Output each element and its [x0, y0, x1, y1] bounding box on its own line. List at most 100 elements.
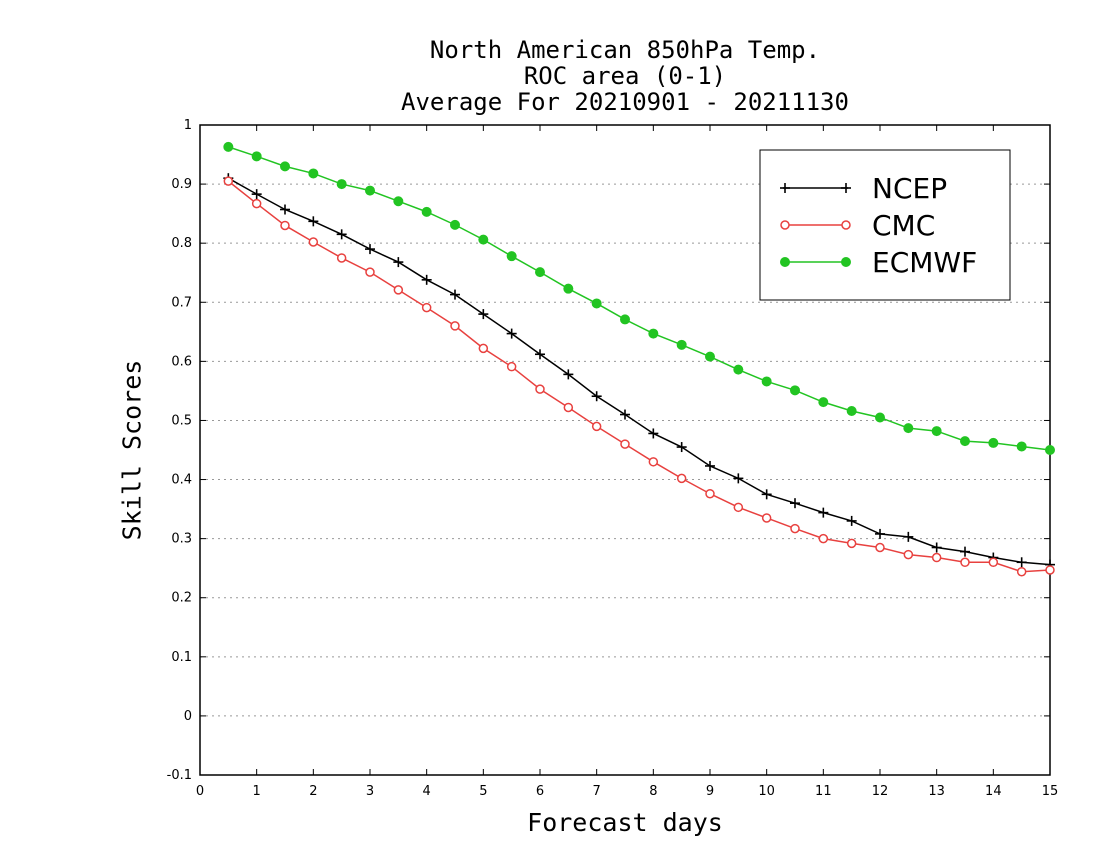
data-point-ecmwf [1016, 441, 1027, 452]
data-point-ecmwf [903, 423, 914, 434]
data-point-ncep [705, 460, 715, 471]
data-point-ncep [421, 274, 432, 285]
x-tick-label: 13 [928, 784, 945, 799]
data-point-ncep [875, 528, 885, 539]
series-line-ncep [227, 177, 1051, 566]
data-point-ncep [648, 428, 659, 439]
data-point-ecmwf [988, 437, 999, 448]
data-point-ncep [1016, 557, 1027, 568]
series-layer [223, 141, 1055, 577]
data-point-ncep [308, 216, 319, 227]
data-point-cmc [846, 538, 857, 549]
data-point-cmc [251, 198, 262, 209]
data-point-ncep [676, 442, 687, 453]
data-point-ncep [478, 309, 489, 320]
series-cmc [223, 176, 1055, 577]
data-point-cmc [393, 285, 404, 295]
data-point-cmc [1016, 566, 1027, 577]
data-point-cmc [308, 237, 319, 247]
data-point-ecmwf [761, 376, 772, 387]
data-point-ecmwf [790, 385, 800, 396]
data-point-ncep [960, 546, 970, 557]
x-tick-label: 6 [536, 784, 544, 799]
data-point-ecmwf [506, 251, 517, 262]
data-point-ncep [251, 189, 262, 200]
data-point-cmc [336, 253, 347, 263]
data-point-cmc [506, 361, 517, 372]
legend-item-cmc: CMC [780, 209, 935, 242]
data-point-ecmwf [960, 436, 970, 447]
data-point-ecmwf [308, 168, 319, 179]
legend-marker-ncep [841, 183, 851, 193]
chart-title-line-1: North American 850hPa Temp. [429, 36, 821, 64]
data-point-ecmwf [563, 283, 574, 294]
legend-label-cmc: CMC [872, 209, 935, 242]
y-axis-label: Skill Scores [117, 359, 147, 541]
data-point-ecmwf [336, 179, 347, 190]
data-point-cmc [365, 267, 375, 277]
data-point-cmc [620, 439, 630, 449]
legend-label-ncep: NCEP [872, 172, 947, 205]
axis-ticks: -0.100.10.20.30.40.50.60.70.80.910 1 2 3 4 5 6… [167, 118, 1059, 799]
y-tick-label: 0.2 [171, 591, 192, 606]
series-ecmwf [223, 141, 1055, 455]
data-point-ecmwf [676, 339, 687, 350]
data-point-ecmwf [733, 364, 744, 375]
data-point-ecmwf [393, 196, 404, 207]
x-tick-label: 9 [706, 784, 714, 799]
data-point-ncep [450, 289, 460, 300]
data-point-ecmwf [705, 351, 715, 362]
data-point-ecmwf [591, 298, 602, 309]
x-tick-label: 0 [196, 784, 204, 799]
legend-label-ecmwf: ECMWF [872, 246, 977, 279]
data-point-cmc [648, 457, 659, 467]
data-point-ncep [903, 531, 914, 542]
y-tick-label: -0.1 [167, 768, 192, 783]
chart-title-line-2: ROC area (0-1) [523, 62, 727, 90]
data-point-cmc [875, 542, 885, 553]
y-tick-label: 0 [184, 709, 192, 724]
legend-marker-ecmwf [780, 257, 790, 267]
data-point-ecmwf [875, 412, 885, 423]
data-point-ncep [733, 473, 744, 484]
data-point-cmc [988, 557, 999, 568]
legend-marker-ecmwf [841, 257, 851, 267]
y-tick-label: 0.9 [171, 177, 192, 192]
data-point-ncep [563, 369, 574, 380]
data-point-ncep [365, 244, 375, 255]
data-point-cmc [421, 302, 432, 313]
data-point-ecmwf [620, 314, 630, 325]
legend-box [759, 149, 1011, 301]
data-point-ecmwf [535, 267, 545, 278]
x-tick-label: 15 [1042, 784, 1059, 799]
data-point-cmc [535, 384, 545, 394]
x-tick-label: 10 [758, 784, 775, 799]
data-point-cmc [931, 552, 942, 563]
data-point-cmc [591, 421, 602, 432]
legend-marker-cmc [780, 220, 790, 230]
data-point-cmc [280, 220, 290, 231]
data-point-cmc [705, 488, 715, 499]
data-point-ncep [591, 391, 602, 402]
data-point-cmc [223, 176, 234, 186]
data-point-ecmwf [223, 141, 234, 152]
x-tick-label: 3 [366, 784, 374, 799]
x-tick-label: 14 [985, 784, 1002, 799]
chart-title-line-3: Average For 20210901 - 20211130 [401, 88, 849, 116]
legend-item-ecmwf: ECMWF [780, 246, 977, 279]
data-point-ncep [846, 515, 857, 526]
x-tick-label: 8 [649, 784, 657, 799]
data-point-ncep [790, 498, 800, 509]
data-point-cmc [903, 549, 914, 560]
y-tick-label: 0.7 [171, 295, 192, 310]
y-tick-label: 0.6 [171, 354, 192, 369]
data-point-cmc [790, 523, 800, 534]
data-point-cmc [676, 473, 687, 484]
data-point-ncep [761, 489, 772, 500]
legend: NCEP CMC ECMWF [759, 149, 1011, 301]
data-point-cmc [733, 502, 744, 513]
y-tick-label: 1 [184, 118, 192, 133]
data-point-ncep [620, 409, 630, 420]
data-point-ecmwf [251, 151, 262, 162]
y-tick-label: 0.5 [171, 413, 192, 428]
